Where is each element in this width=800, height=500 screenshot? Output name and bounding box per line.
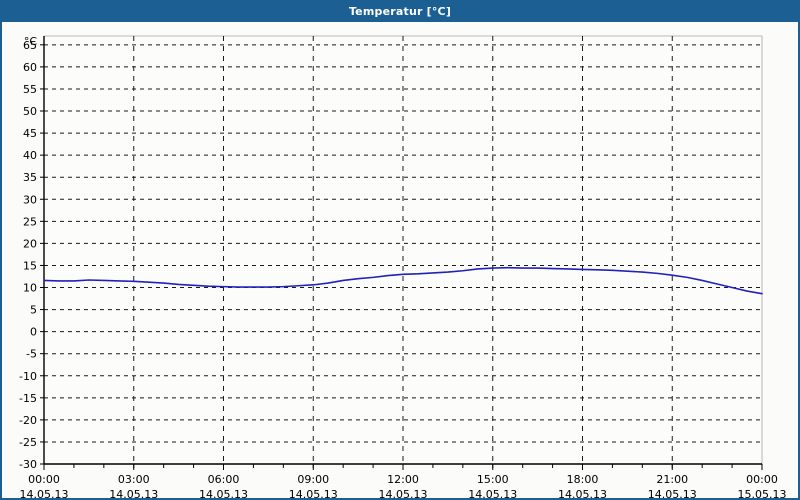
x-axis-date-label: 14.05.13 (20, 488, 69, 500)
y-axis-tick-label: 55 (23, 83, 37, 96)
y-axis-tick-label: 65 (23, 39, 37, 52)
y-axis-tick-label: -10 (19, 370, 37, 383)
y-axis-tick-label: 30 (23, 193, 37, 206)
x-axis-date-label: 15.05.13 (738, 488, 787, 500)
x-axis-time-label: 18:00 (567, 473, 599, 486)
x-axis-time-label: 09:00 (297, 473, 329, 486)
temperature-line-chart: 65605550454035302520151050-5-10-15-20-25… (19, 35, 787, 500)
x-axis-time-label: 12:00 (387, 473, 419, 486)
y-axis-tick-label: 10 (23, 282, 37, 295)
x-axis-date-label: 14.05.13 (289, 488, 338, 500)
page-title: Temperatur [°C] (348, 4, 452, 18)
x-axis-date-label: 14.05.13 (468, 488, 517, 500)
x-axis-time-label: 03:00 (118, 473, 150, 486)
y-axis-tick-label: 25 (23, 215, 37, 228)
y-axis-tick-label: -15 (19, 392, 37, 405)
x-axis-time-label: 06:00 (208, 473, 240, 486)
x-axis-time-label: 00:00 (28, 473, 60, 486)
y-axis-tick-label: -20 (19, 414, 37, 427)
y-axis-tick-label: 5 (30, 304, 37, 317)
y-axis-tick-label: -5 (26, 348, 37, 361)
y-axis-tick-label: 40 (23, 149, 37, 162)
y-axis-tick-label: 60 (23, 61, 37, 74)
y-axis-tick-label: 0 (30, 326, 37, 339)
y-axis-tick-label: -25 (19, 436, 37, 449)
x-axis-time-label: 21:00 (656, 473, 688, 486)
y-axis-tick-label: -30 (19, 458, 37, 471)
y-axis-tick-label: 20 (23, 237, 37, 250)
x-axis-date-label: 14.05.13 (199, 488, 248, 500)
y-axis-tick-label: 15 (23, 259, 37, 272)
x-axis-time-label: 00:00 (746, 473, 778, 486)
axis-lines (43, 36, 762, 465)
y-axis-unit-label: °C (24, 35, 38, 48)
chart-canvas: 65 60 55 50 45 40 35 30 25 20 15 10 5 0 -5 -10 -15 -20 -25… (0, 22, 800, 500)
temperature-series-line (43, 266, 763, 295)
x-axis-date-label: 14.05.13 (648, 488, 697, 500)
x-axis-date-label: 14.05.13 (379, 488, 428, 500)
y-axis-tick-label: 35 (23, 171, 37, 184)
y-axis-tick-label: 50 (23, 105, 37, 118)
x-axis-date-label: 14.05.13 (109, 488, 158, 500)
x-axis-date-label: 14.05.13 (558, 488, 607, 500)
plot-border (44, 35, 763, 464)
y-axis-tick-label: 45 (23, 127, 37, 140)
window-title-bar: Temperatur [°C] (0, 0, 800, 22)
x-axis-time-label: 15:00 (477, 473, 509, 486)
